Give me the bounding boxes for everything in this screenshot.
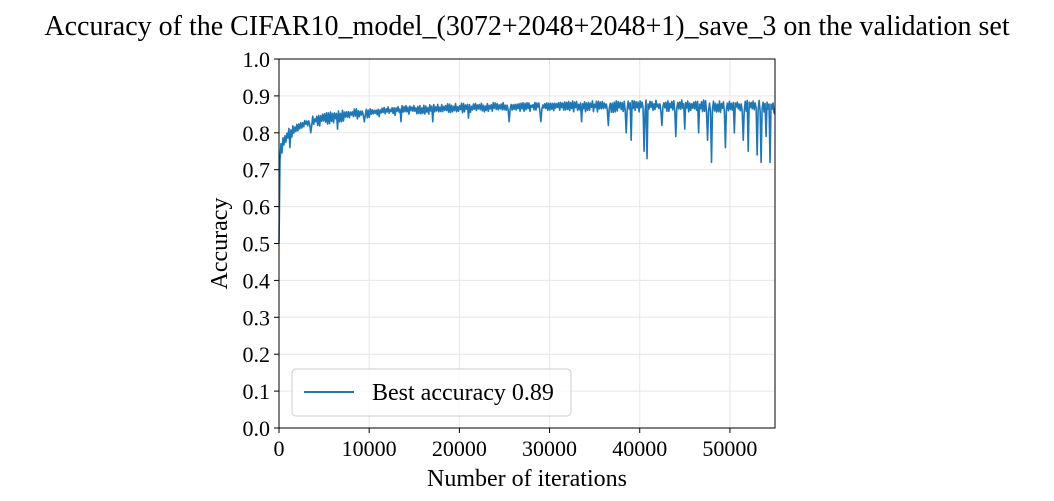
ticks: 0 10000 20000 30000 40000 50000 0.0 0.1 0.2 0.3 0.… — [243, 47, 758, 461]
y-tick-label: 0.8 — [243, 121, 271, 146]
x-tick-label: 40000 — [612, 436, 667, 461]
y-tick-label: 0.4 — [243, 268, 271, 293]
chart-title: Accuracy of the CIFAR10_model_(3072+2048… — [44, 11, 1009, 42]
y-tick-label: 0.5 — [243, 232, 271, 257]
y-tick-label: 0.1 — [243, 379, 271, 404]
x-tick-label: 50000 — [702, 436, 757, 461]
x-tick-label: 10000 — [342, 436, 397, 461]
y-tick-label: 0.3 — [243, 305, 271, 330]
y-tick-label: 1.0 — [243, 47, 271, 72]
y-tick-label: 0.6 — [243, 195, 271, 220]
y-tick-label: 0.7 — [243, 158, 271, 183]
x-axis-label: Number of iterations — [427, 466, 627, 492]
x-tick-label: 20000 — [432, 436, 487, 461]
legend-box — [291, 368, 572, 417]
legend: Best accuracy 0.89 — [291, 368, 572, 417]
y-tick-label: 0.2 — [243, 342, 271, 367]
x-tick-label: 0 — [274, 436, 285, 461]
legend-label: Best accuracy 0.89 — [372, 380, 554, 406]
y-tick-label: 0.9 — [243, 84, 271, 109]
series-layer — [278, 99, 776, 244]
x-tick-label: 30000 — [522, 436, 577, 461]
y-tick-label: 0.0 — [243, 416, 271, 441]
series-line-best-accuracy — [278, 99, 776, 244]
plot-frame — [278, 58, 776, 429]
y-axis-label: Accuracy — [207, 198, 233, 290]
